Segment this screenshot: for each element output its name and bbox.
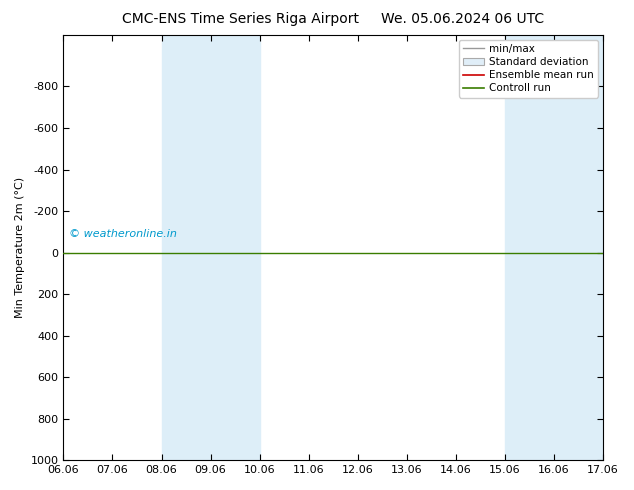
Text: CMC-ENS Time Series Riga Airport: CMC-ENS Time Series Riga Airport [122, 12, 359, 26]
Y-axis label: Min Temperature 2m (°C): Min Temperature 2m (°C) [15, 177, 25, 318]
Legend: min/max, Standard deviation, Ensemble mean run, Controll run: min/max, Standard deviation, Ensemble me… [459, 40, 598, 98]
Text: We. 05.06.2024 06 UTC: We. 05.06.2024 06 UTC [381, 12, 545, 26]
Bar [162, 35, 260, 460]
Text: © weatheronline.in: © weatheronline.in [69, 229, 177, 240]
Bar [505, 35, 603, 460]
